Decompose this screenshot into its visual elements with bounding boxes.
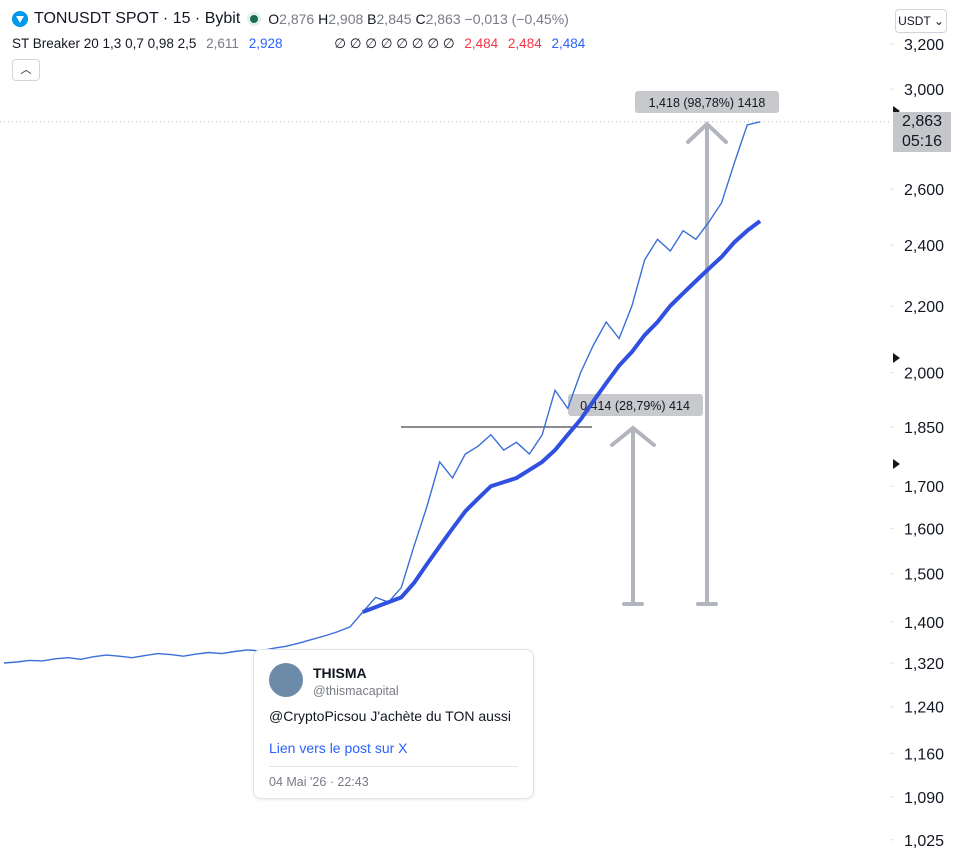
currency-select[interactable]: USDT ⌄	[895, 9, 947, 33]
last-price-label: 2,863 05:16	[893, 112, 951, 152]
y-tick-label: 3,000	[904, 82, 944, 99]
tweet-text: @CryptoPicsou J'achète du TON aussi	[269, 708, 512, 724]
ohlc-value: 2,845	[376, 11, 412, 27]
y-tick-label: 3,200	[904, 37, 944, 54]
tweet-link[interactable]: Lien vers le post sur X	[269, 740, 408, 756]
ohlc-key: H	[318, 11, 329, 27]
avatar	[269, 663, 303, 697]
market-status	[247, 12, 262, 26]
series-line	[362, 219, 762, 614]
tweet-date: 04 Mai '26 · 22:43	[269, 766, 518, 789]
y-tick-label: 1,160	[904, 746, 944, 763]
y-tick-label: 1,320	[904, 656, 944, 673]
currency[interactable]: USDT	[898, 14, 931, 28]
y-tick-label: 1,850	[904, 420, 944, 437]
arrow	[610, 425, 656, 606]
y-tick-label: 2,600	[904, 182, 944, 199]
indicator-value: 2,928	[248, 36, 283, 51]
indicator-value: 2,484	[551, 36, 586, 51]
tweet-handle: @thismacapital	[313, 684, 399, 698]
measure-box	[568, 394, 703, 416]
indicator-empty: ∅ ∅ ∅ ∅ ∅ ∅ ∅ ∅	[334, 36, 455, 51]
indicator-name[interactable]: ST Breaker 20 1,3 0,7 0,98 2,5	[12, 36, 197, 51]
measure-arrows	[610, 121, 728, 606]
y-tick-label: 2,400	[904, 238, 944, 255]
ohlc-key: C	[415, 11, 426, 27]
y-tick-label: 2,200	[904, 299, 944, 316]
y-tick-label: 1,600	[904, 522, 944, 539]
y-tick-label: 1,025	[904, 833, 944, 850]
ohlc-key: B	[367, 11, 377, 27]
tweet-card: THISMA @thismacapital @CryptoPicsou J'ac…	[253, 649, 534, 799]
ohlc-change: −0,013 (−0,45%)	[464, 11, 569, 27]
symbol-icon	[12, 11, 28, 27]
axis-markers	[893, 106, 900, 469]
indicator-value: 2,484	[464, 36, 499, 51]
symbol-title[interactable]: TONUSDT SPOT · 15 · Bybit	[34, 10, 241, 27]
y-tick-label: 1,500	[904, 567, 944, 584]
series-line	[3, 121, 761, 664]
ohlc-value: 2,863	[425, 11, 461, 27]
indicator-legend: ST Breaker 20 1,3 0,7 0,98 2,5 2,611 2,9…	[12, 36, 591, 52]
bar-countdown: 05:16	[901, 133, 943, 150]
y-tick-label: 1,240	[904, 700, 944, 717]
indicator-value: 2,484	[507, 36, 542, 51]
ohlc-value: 2,876	[279, 11, 315, 27]
y-tick-label: 2,000	[904, 366, 944, 383]
y-tick-label: 1,700	[904, 479, 944, 496]
measure-label: 1,418 (98,78%) 1418	[649, 96, 766, 110]
measure-label: 0,414 (28,79%) 414	[580, 399, 690, 413]
ohlc-key: O	[268, 11, 280, 27]
measure-box	[635, 91, 779, 113]
ohlc-value: 2,908	[328, 11, 364, 27]
ohlc-values: O2,876 H2,908 B2,845 C2,863 −0,013 (−0,4…	[268, 11, 569, 27]
last-price: 2,863	[901, 113, 943, 130]
arrow	[686, 121, 728, 606]
y-tick-label: 1,090	[904, 790, 944, 807]
header: TONUSDT SPOT · 15 · Bybit O2,876 H2,908 …	[12, 10, 569, 28]
tweet-name: THISMA	[313, 665, 367, 681]
collapse-button[interactable]: ︿	[12, 59, 40, 81]
y-tick-label: 1,400	[904, 615, 944, 632]
indicator-value: 2,611	[206, 36, 239, 51]
